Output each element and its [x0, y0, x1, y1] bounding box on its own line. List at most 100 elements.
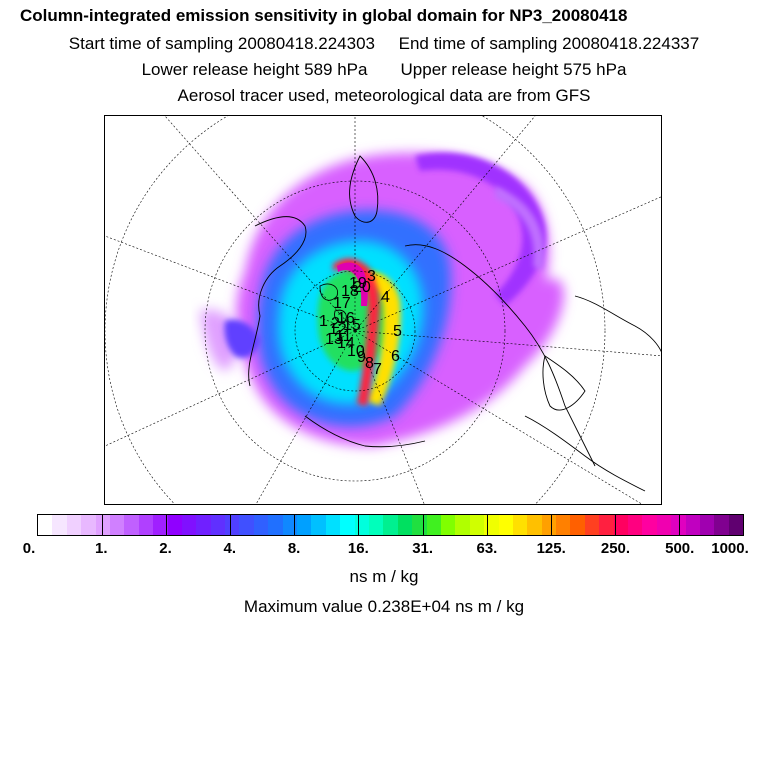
coastlines — [248, 155, 661, 492]
colorbar-swatch-13 — [210, 515, 226, 535]
colorbar-swatch-21 — [325, 515, 341, 535]
start-time: Start time of sampling 20080418.224303 — [68, 34, 376, 53]
traj-label-1: 1 — [319, 313, 328, 330]
units-label: ns m / kg — [349, 567, 419, 586]
colorbar-swatch-48 — [714, 515, 729, 535]
traj-label-9: 9 — [357, 349, 366, 366]
meridian-240 — [354, 116, 536, 332]
colorbar-swatch-25 — [383, 515, 398, 535]
map-svg: 1 2 3 4 5 6 7 8 9 10 11 12 13 14 15 16 1… — [105, 116, 661, 504]
colorbar-swatch-6 — [109, 515, 125, 535]
lat-circle-80 — [294, 270, 416, 392]
title-text: Column-integrated emission sensitivity i… — [20, 6, 628, 25]
colorbar-swatch-33 — [498, 515, 513, 535]
colorbar-swatch-18 — [282, 515, 298, 535]
traj-label-11: 11 — [335, 328, 352, 345]
lat-circle-60 — [204, 180, 506, 482]
colorbar-swatch-23 — [354, 515, 369, 535]
colorbar-swatch-34 — [512, 515, 528, 535]
traj-label-4: 4 — [381, 289, 390, 306]
traj-label-15: 15 — [343, 317, 361, 334]
colorbar-label-12: 1000. — [711, 540, 749, 557]
colorbar-label-9: 125. — [536, 540, 566, 557]
colorbar-tick-10 — [614, 515, 616, 535]
colorbar-swatch-9 — [153, 515, 168, 535]
colorbar-swatch-24 — [368, 515, 384, 535]
colorbar-swatch-15 — [239, 515, 254, 535]
meridian-60 — [354, 330, 425, 504]
asia-coast — [524, 415, 646, 492]
colorbar-label-5: 8. — [287, 540, 301, 557]
colorbar-label-11: 500. — [665, 540, 695, 557]
colorbar-swatch-30 — [455, 515, 470, 535]
colorbar-tick-8 — [486, 515, 488, 535]
colorbar-swatch-42 — [628, 515, 643, 535]
colorbar-swatch-2 — [52, 515, 67, 535]
colorbar-swatch-16 — [253, 515, 269, 535]
north-america-coast — [248, 216, 307, 387]
colorbar-swatch-1 — [38, 515, 53, 535]
sampling-times: Start time of sampling 20080418.224303 E… — [0, 34, 768, 54]
colorbar-swatch-37 — [556, 515, 571, 535]
greenland-coast — [349, 155, 379, 223]
lat-circle-40 — [105, 116, 606, 504]
colorbar-swatch-10 — [167, 515, 182, 535]
colorbar-swatch-4 — [81, 515, 96, 535]
colorbar-swatch-44 — [656, 515, 672, 535]
traj-label-6: 6 — [391, 348, 400, 365]
colorbar-swatch-38 — [570, 515, 585, 535]
colorbar-tick-2 — [102, 515, 104, 535]
colorbar-tick-labels: 0. 1. 2. 4. 8. 16. 31. 63. 125. 250. 500. 1000. — [0, 540, 768, 560]
field-yellow — [360, 272, 401, 406]
note-text: Aerosol tracer used, meteorological data… — [177, 86, 591, 105]
colorbar-swatch-32 — [484, 515, 499, 535]
colorbar-swatch-41 — [613, 515, 629, 535]
graticule — [105, 116, 661, 504]
colorbar-swatch-19 — [297, 515, 312, 535]
colorbar-tick-6 — [358, 515, 360, 535]
field-arc-violet — [415, 152, 546, 306]
colorbar-swatch-11 — [181, 515, 197, 535]
traj-label-5: 5 — [393, 323, 402, 340]
colorbar — [37, 514, 744, 536]
end-time: End time of sampling 20080418.224337 — [398, 34, 700, 53]
colorbar-swatch-27 — [412, 515, 427, 535]
colorbar-tick-11 — [678, 515, 680, 535]
colorbar-swatch-45 — [671, 515, 686, 535]
traj-label-12: 12 — [329, 321, 347, 338]
colorbar-swatch-22 — [340, 515, 355, 535]
colorbar-swatch-49 — [728, 515, 744, 535]
field-left-blue — [224, 319, 260, 358]
colorbar-label-4: 4. — [223, 540, 237, 557]
colorbar-swatch-14 — [225, 515, 240, 535]
colorbar-tick-3 — [166, 515, 168, 535]
colorbar-tick-4 — [230, 515, 232, 535]
east-coast — [574, 295, 661, 353]
colorbar-swatch-47 — [699, 515, 715, 535]
traj-label-2: 2 — [331, 315, 340, 332]
colorbar-swatch-46 — [685, 515, 700, 535]
meridian-270 — [354, 196, 661, 332]
tracer-note: Aerosol tracer used, meteorological data… — [0, 86, 768, 106]
traj-label-3: 3 — [367, 268, 376, 285]
upper-height: Upper release height 575 hPa — [400, 60, 627, 79]
colorbar-swatch-28 — [426, 515, 441, 535]
max-value-label: Maximum value 0.238E+04 ns m / kg — [243, 597, 525, 616]
traj-label-7: 7 — [373, 361, 382, 378]
colorbar-label-7: 31. — [412, 540, 434, 557]
colorbar-tick-9 — [550, 515, 552, 535]
traj-label-16: 16 — [337, 310, 355, 327]
colorbar-label-10: 250. — [600, 540, 631, 557]
meridian-0 — [354, 330, 661, 357]
colorbar-swatch-31 — [469, 515, 485, 535]
colorbar-tick-7 — [422, 515, 424, 535]
meridian-150 — [105, 235, 356, 332]
colorbar-swatch-8 — [138, 515, 154, 535]
colorbar-label-3: 2. — [159, 540, 172, 557]
sensitivity-field — [200, 152, 564, 447]
field-arc-outer — [495, 186, 545, 271]
colorbar-swatch-7 — [124, 515, 139, 535]
traj-label-14: 14 — [337, 335, 355, 352]
colorbar-label-8: 63. — [476, 540, 498, 557]
meridian-90 — [255, 330, 356, 504]
